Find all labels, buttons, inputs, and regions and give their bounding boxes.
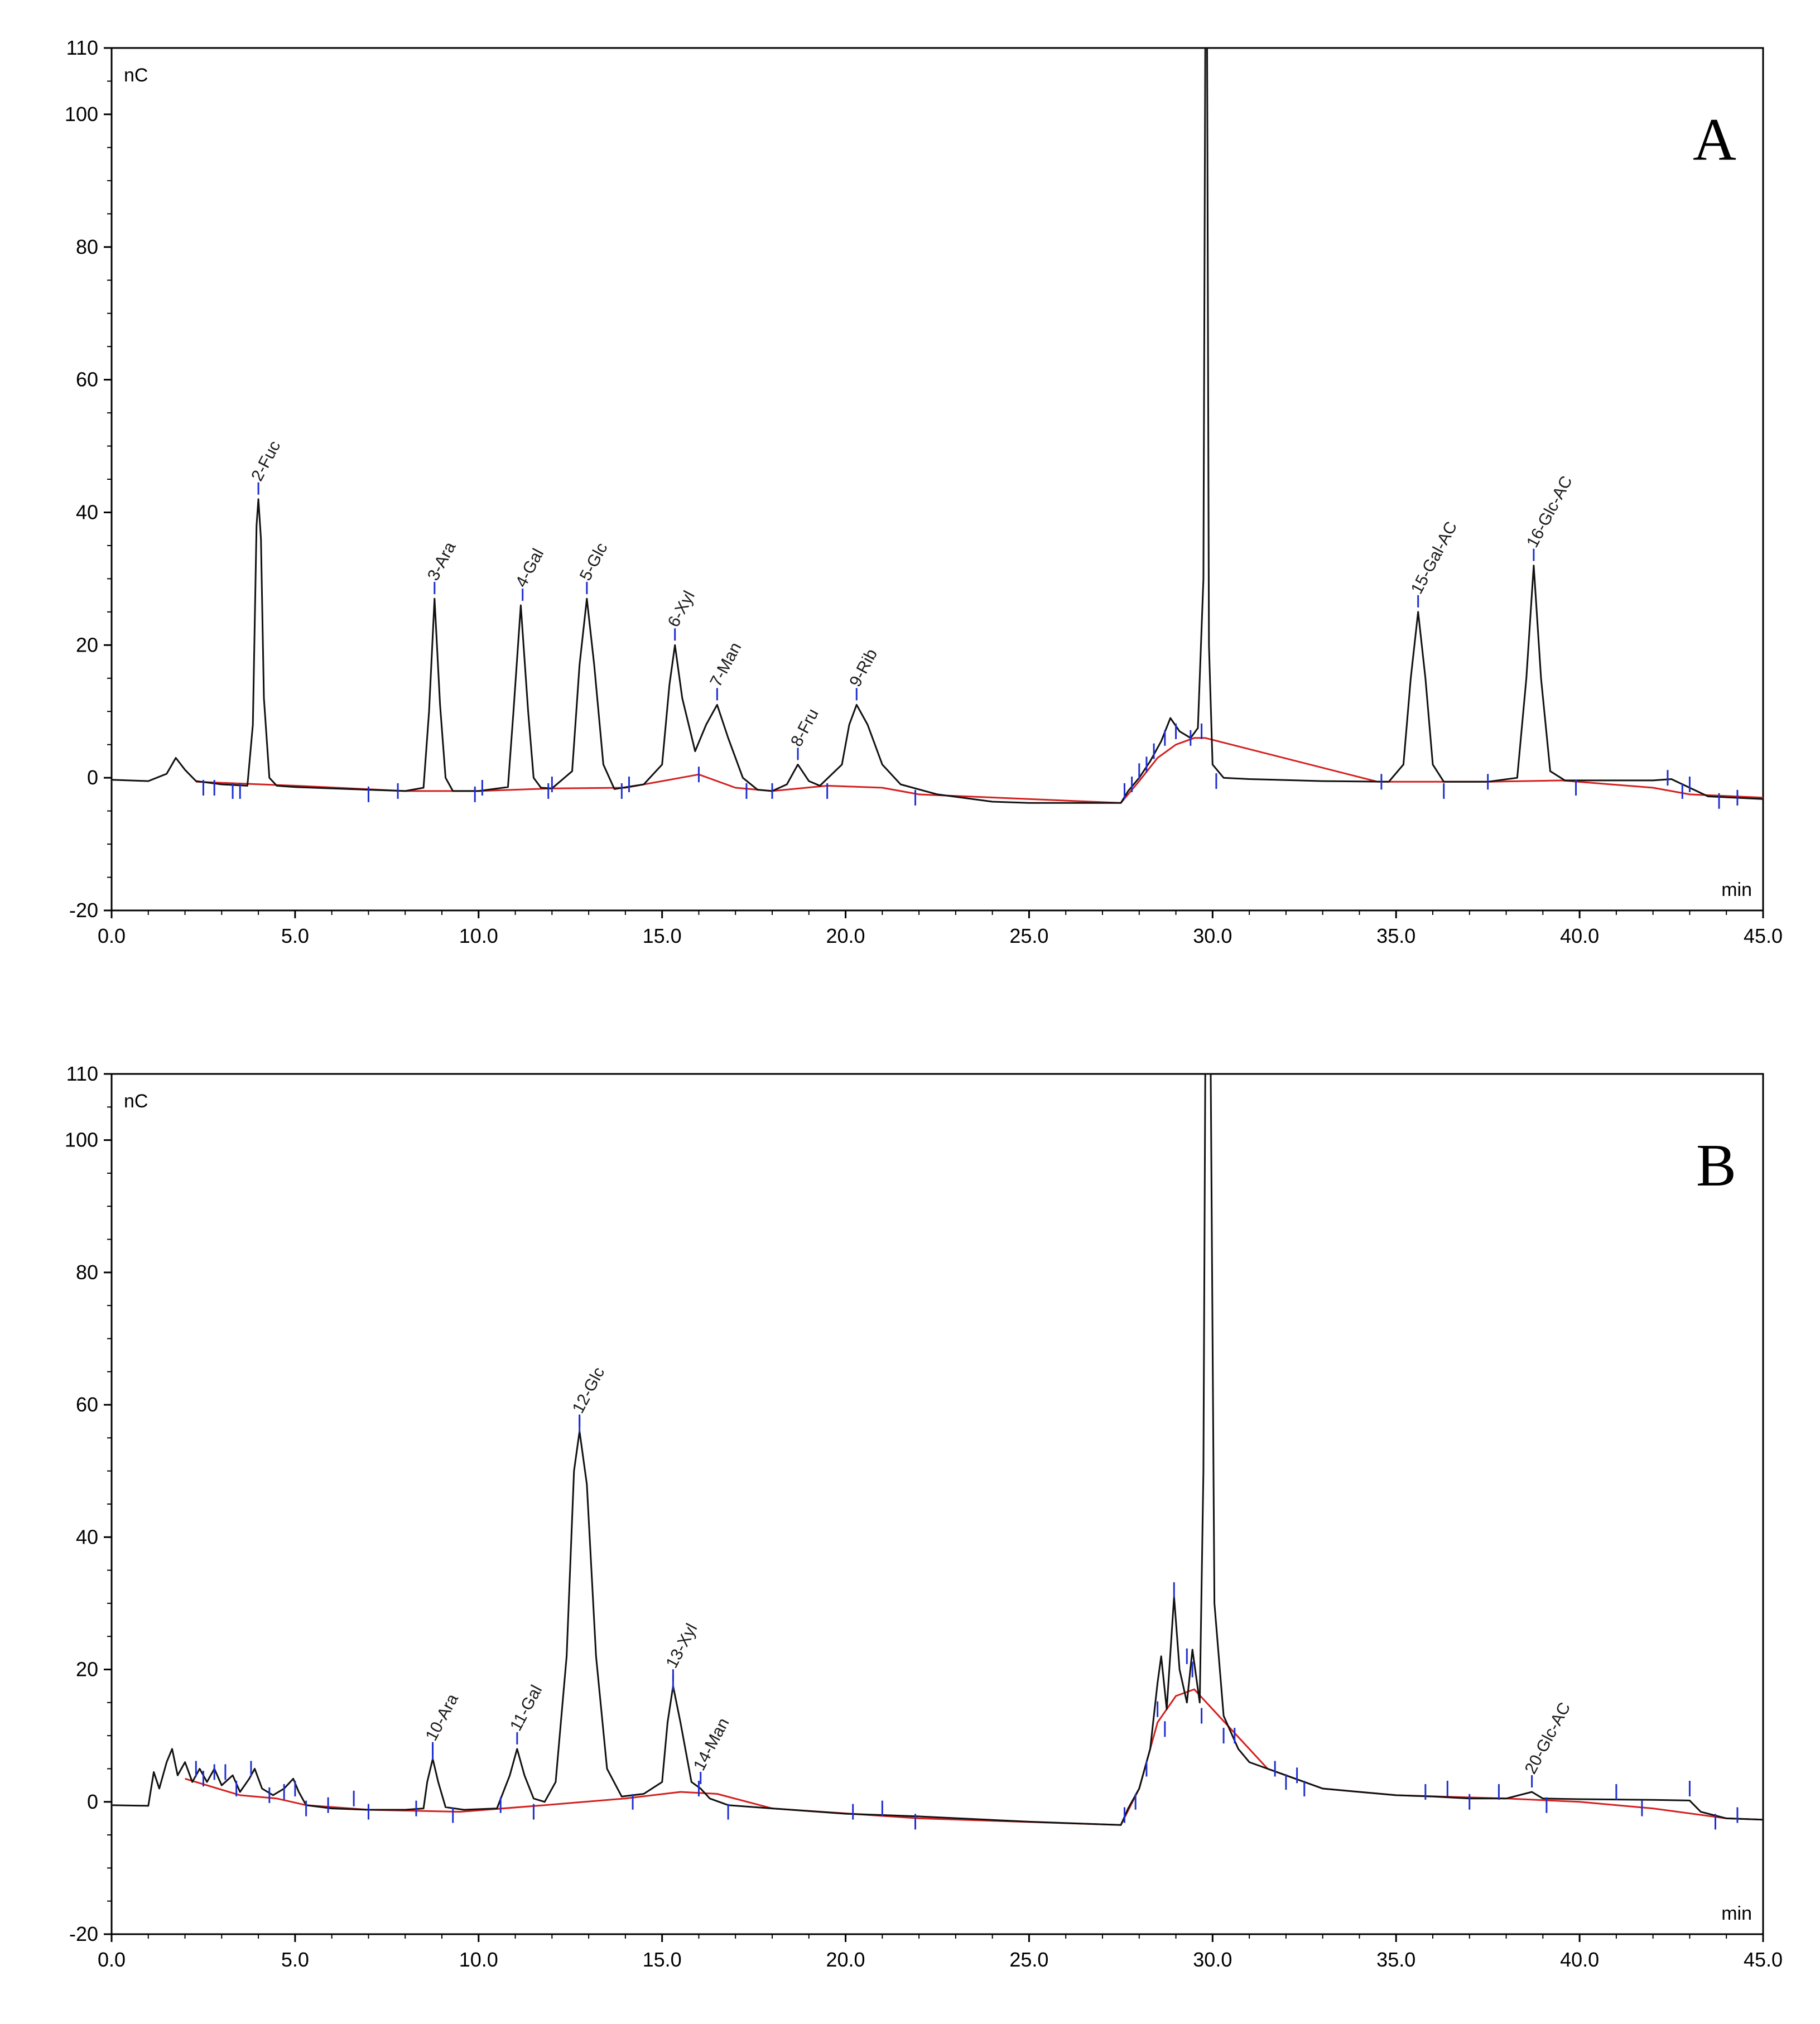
peak-label: 12-Glc bbox=[569, 1364, 609, 1416]
y-tick-label: 0 bbox=[87, 1790, 98, 1813]
peak-label: 20-Glc-AC bbox=[1522, 1699, 1575, 1777]
peak-label: 14-Man bbox=[690, 1715, 733, 1774]
peak-label: 9-Rib bbox=[846, 646, 881, 690]
panel-letter: A bbox=[1693, 107, 1736, 173]
y-tick-label: 110 bbox=[66, 1062, 98, 1085]
x-tick-label: 45.0 bbox=[1744, 924, 1783, 947]
y-tick-label: 40 bbox=[76, 1525, 98, 1548]
x-tick-label: 5.0 bbox=[281, 1948, 309, 1971]
integration-baseline bbox=[185, 1688, 1763, 1826]
peak-label: 15-Gal-AC bbox=[1408, 519, 1461, 597]
x-tick-label: 0.0 bbox=[98, 1948, 126, 1971]
peak-label: 4-Gal bbox=[512, 546, 548, 590]
peak-label: 8-Fru bbox=[787, 706, 822, 750]
peak-label: 2-Fuc bbox=[248, 438, 284, 484]
peak-label: 16-Glc-AC bbox=[1523, 473, 1576, 551]
x-tick-label: 25.0 bbox=[1009, 924, 1048, 947]
peak-label: 6-Xyl bbox=[665, 588, 699, 630]
y-unit-label: nC bbox=[124, 65, 148, 86]
peak-label: 10-Ara bbox=[422, 1691, 463, 1744]
y-unit-label: nC bbox=[124, 1091, 148, 1112]
integration-baseline bbox=[196, 737, 1763, 804]
chromatogram-panel-b: 0.0 5.0 10.0 15.0 20.0 25.0 30.0 35.0 40.0 45.0 -2… bbox=[65, 1062, 1783, 1971]
peak-label: 5-Glc bbox=[576, 540, 612, 584]
peak-label: 7-Man bbox=[706, 639, 745, 690]
y-tick-label: 100 bbox=[65, 1129, 98, 1151]
x-tick-label: 30.0 bbox=[1193, 924, 1232, 947]
y-tick-label: 80 bbox=[76, 235, 98, 258]
y-tick-label: -20 bbox=[69, 899, 98, 922]
y-tick-label: 100 bbox=[65, 103, 98, 126]
y-tick-label: -20 bbox=[69, 1922, 98, 1945]
x-tick-label: 10.0 bbox=[459, 1948, 498, 1971]
x-tick-label: 40.0 bbox=[1560, 924, 1599, 947]
y-tick-label: 20 bbox=[76, 1658, 98, 1681]
panel-letter: B bbox=[1696, 1133, 1736, 1199]
y-tick-label: 20 bbox=[76, 633, 98, 656]
x-tick-label: 35.0 bbox=[1376, 1948, 1415, 1971]
x-tick-label: 20.0 bbox=[826, 924, 865, 947]
y-tick-label: 0 bbox=[87, 766, 98, 789]
x-tick-label: 20.0 bbox=[826, 1948, 865, 1971]
peak-label: 11-Gal bbox=[507, 1682, 546, 1734]
peak-label: 13-Xyl bbox=[662, 1621, 701, 1671]
x-tick-label: 10.0 bbox=[459, 924, 498, 947]
y-tick-label: 60 bbox=[76, 1393, 98, 1416]
x-unit-label: min bbox=[1721, 1903, 1752, 1924]
x-tick-label: 15.0 bbox=[643, 924, 682, 947]
y-tick-label: 110 bbox=[66, 36, 98, 59]
x-tick-label: 5.0 bbox=[281, 924, 309, 947]
plot-area-a bbox=[112, 48, 1763, 809]
x-tick-label: 30.0 bbox=[1193, 1948, 1232, 1971]
x-tick-label: 15.0 bbox=[643, 1948, 682, 1971]
plot-frame-b bbox=[110, 1073, 1764, 1935]
x-tick-label: 40.0 bbox=[1560, 1948, 1599, 1971]
x-tick-label: 0.0 bbox=[98, 924, 126, 947]
y-tick-label: 40 bbox=[76, 500, 98, 523]
x-unit-label: min bbox=[1721, 879, 1752, 900]
x-tick-label: 35.0 bbox=[1376, 924, 1415, 947]
chromatogram-panel-a: 0.0 5.0 10.0 15.0 20.0 25.0 30.0 35.0 40.0 45.0 -2… bbox=[65, 36, 1783, 947]
peak-label: 3-Ara bbox=[424, 539, 460, 584]
chromatogram-trace bbox=[112, 1074, 1763, 1826]
plot-area-b bbox=[112, 1074, 1763, 1830]
x-tick-label: 45.0 bbox=[1744, 1948, 1783, 1971]
chromatogram-trace bbox=[112, 48, 1763, 804]
y-tick-label: 80 bbox=[76, 1261, 98, 1284]
y-tick-label: 60 bbox=[76, 368, 98, 391]
x-tick-label: 25.0 bbox=[1009, 1948, 1048, 1971]
